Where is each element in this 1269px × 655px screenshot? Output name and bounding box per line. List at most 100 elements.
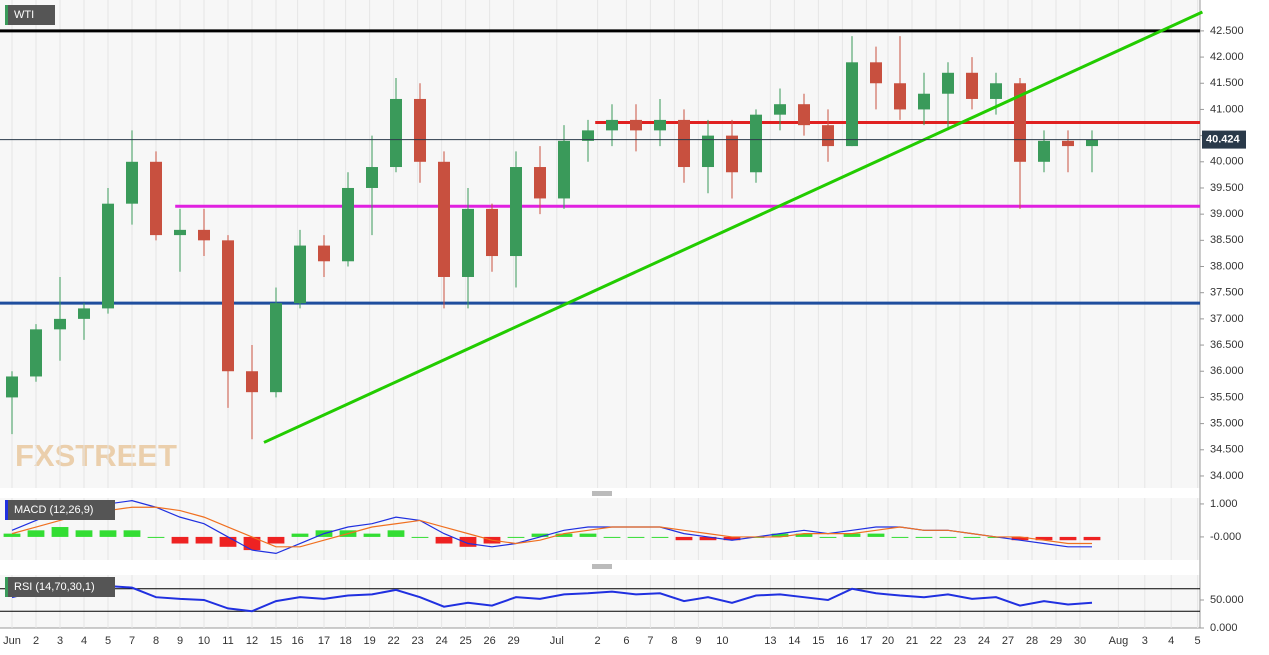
candle-body — [870, 62, 882, 84]
candle-body — [6, 376, 18, 398]
x-tick-label: 10 — [716, 635, 728, 647]
y-tick-label: 42.000 — [1210, 51, 1244, 63]
y-tick-label: 41.000 — [1210, 103, 1244, 115]
candle-body — [54, 318, 66, 330]
panel-title-box — [5, 500, 115, 520]
x-tick-label: 21 — [906, 635, 918, 647]
y-tick-label: 36.500 — [1210, 339, 1244, 351]
candle-body — [174, 229, 186, 236]
last-price-box — [1202, 130, 1246, 149]
histogram-bar — [123, 530, 141, 537]
y-tick-label: 35.500 — [1210, 391, 1244, 403]
histogram-bar — [939, 536, 957, 538]
candle-body — [918, 93, 930, 110]
y-tick-label: 37.000 — [1210, 313, 1244, 325]
panel-title: RSI (14,70,30,1) — [14, 581, 95, 593]
resize-grip[interactable] — [592, 564, 612, 569]
trend-line — [263, 10, 1204, 444]
y-tick-label: 40.000 — [1210, 156, 1244, 168]
candle-body — [294, 245, 306, 304]
histogram-bar — [219, 536, 237, 547]
candle-body — [462, 208, 474, 277]
candle-body — [414, 98, 426, 162]
candle-body — [726, 135, 738, 173]
last-price-label: 40.424 — [1206, 133, 1241, 145]
candle-body — [222, 240, 234, 372]
y-tick-label: 42.500 — [1210, 25, 1244, 37]
y-tick-label: 37.500 — [1210, 287, 1244, 299]
candle-body — [678, 119, 690, 168]
histogram-bar — [603, 536, 621, 538]
x-tick-label: Jul — [550, 635, 564, 647]
candle-body — [894, 83, 906, 110]
panel-title: MACD (12,26,9) — [14, 504, 93, 516]
x-tick-label: 15 — [812, 635, 824, 647]
x-tick-label: 29 — [507, 635, 519, 647]
x-tick-label: 14 — [788, 635, 800, 647]
x-tick-label: 3 — [57, 635, 63, 647]
histogram-bar — [1083, 536, 1101, 541]
candle-body — [510, 167, 522, 257]
histogram-bar — [915, 536, 933, 538]
histogram-bar — [651, 536, 669, 538]
x-tick-label: 3 — [1142, 635, 1148, 647]
panel-title-marker — [5, 500, 8, 520]
histogram-bar — [507, 536, 525, 538]
histogram-bar — [435, 536, 453, 544]
histogram-bar — [963, 536, 981, 538]
x-tick-label: 5 — [105, 635, 111, 647]
histogram-bar — [75, 530, 93, 537]
x-tick-label: 30 — [1074, 635, 1086, 647]
watermark: FXSTREET — [15, 438, 177, 473]
candle-body — [438, 161, 450, 277]
x-tick-label: 27 — [1002, 635, 1014, 647]
candle-body — [102, 203, 114, 309]
x-tick-label: 8 — [153, 635, 159, 647]
candle-body — [390, 98, 402, 168]
y-tick-label: 36.000 — [1210, 365, 1244, 377]
x-tick-label: 7 — [647, 635, 653, 647]
histogram-bar — [267, 536, 285, 544]
candle-body — [702, 135, 714, 168]
candle-body — [1062, 140, 1074, 147]
histogram-bar — [867, 533, 885, 537]
candle-body — [246, 371, 258, 393]
candle-body — [126, 161, 138, 204]
x-tick-label: 4 — [1168, 635, 1174, 647]
y-tick-label: 38.500 — [1210, 234, 1244, 246]
resize-grip[interactable] — [592, 491, 612, 496]
y-tick-label: 41.500 — [1210, 77, 1244, 89]
candle-body — [30, 329, 42, 377]
x-tick-label: 26 — [483, 635, 495, 647]
candle-body — [966, 72, 978, 99]
candle-body — [318, 245, 330, 262]
x-tick-label: 17 — [860, 635, 872, 647]
candle-body — [558, 140, 570, 199]
candle-body — [366, 167, 378, 188]
panel-title-marker — [5, 5, 8, 25]
candle-body — [1014, 83, 1026, 162]
candle-body — [270, 303, 282, 393]
x-tick-label: 29 — [1050, 635, 1062, 647]
x-tick-label: 7 — [129, 635, 135, 647]
x-tick-label: 4 — [81, 635, 87, 647]
x-tick-label: 12 — [246, 635, 258, 647]
x-tick-label: 16 — [836, 635, 848, 647]
candle-body — [822, 125, 834, 147]
x-tick-label: Jun — [3, 635, 21, 647]
x-tick-label: 28 — [1026, 635, 1038, 647]
histogram-bar — [843, 533, 861, 537]
histogram-bar — [531, 533, 549, 537]
y-tick-label: 34.000 — [1210, 470, 1244, 482]
candle-body — [846, 62, 858, 147]
histogram-bar — [387, 530, 405, 537]
panel-title: WTI — [14, 9, 34, 21]
histogram-bar — [3, 533, 21, 537]
histogram-bar — [51, 527, 69, 537]
histogram-bar — [243, 536, 261, 551]
candle-body — [942, 72, 954, 94]
histogram-bar — [771, 533, 789, 537]
x-tick-label: 24 — [978, 635, 990, 647]
y-tick-label: 0.000 — [1210, 622, 1238, 634]
